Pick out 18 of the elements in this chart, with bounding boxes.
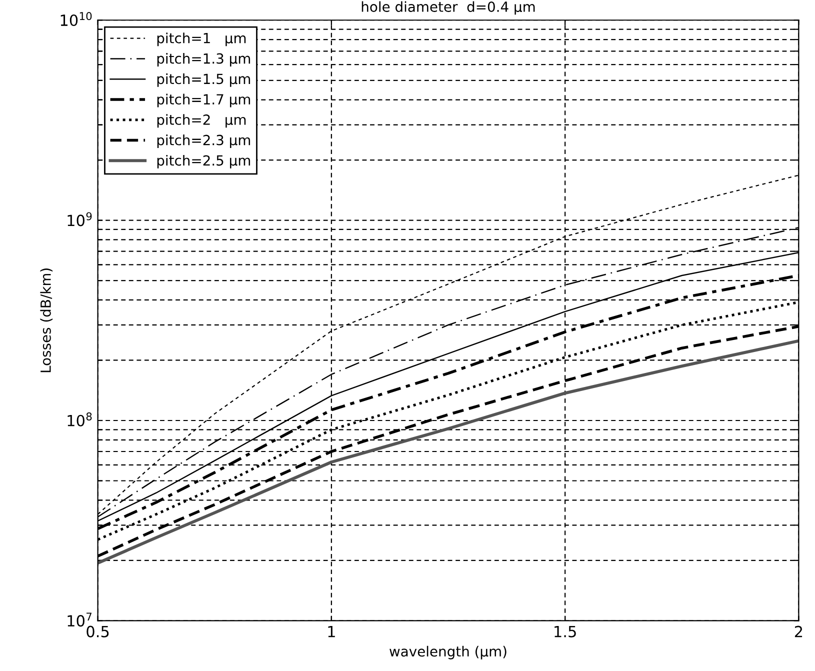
- legend-label: pitch=2 µm: [157, 114, 246, 128]
- legend-label: pitch=1.3 µm: [157, 53, 250, 66]
- y-tick-label: 10$^{10}$: [60, 12, 92, 26]
- x-axis-title: wavelength (µm): [390, 646, 506, 660]
- y-tick-label: 10$^{9}$: [68, 212, 92, 226]
- legend-label: pitch=2.3 µm: [157, 134, 250, 148]
- x-tick-label: 1.5: [554, 626, 576, 638]
- legend-label: pitch=1.7 µm: [157, 94, 250, 108]
- x-tick-label: 1: [328, 626, 335, 638]
- legend-label: pitch=1 µm: [157, 32, 246, 46]
- y-tick-label: 10$^{8}$: [68, 412, 92, 426]
- y-tick-label: 10$^{7}$: [68, 612, 92, 627]
- y-axis-title: Losses (dB/km): [40, 268, 53, 372]
- x-tick-label: 0.5: [86, 626, 109, 638]
- legend-label: pitch=2.5 µm: [157, 154, 250, 168]
- legend-label: pitch=1.5 µm: [157, 73, 250, 87]
- chart-title: hole diameter d=0.4 µm: [362, 1, 535, 15]
- x-tick-label: 2: [794, 626, 802, 638]
